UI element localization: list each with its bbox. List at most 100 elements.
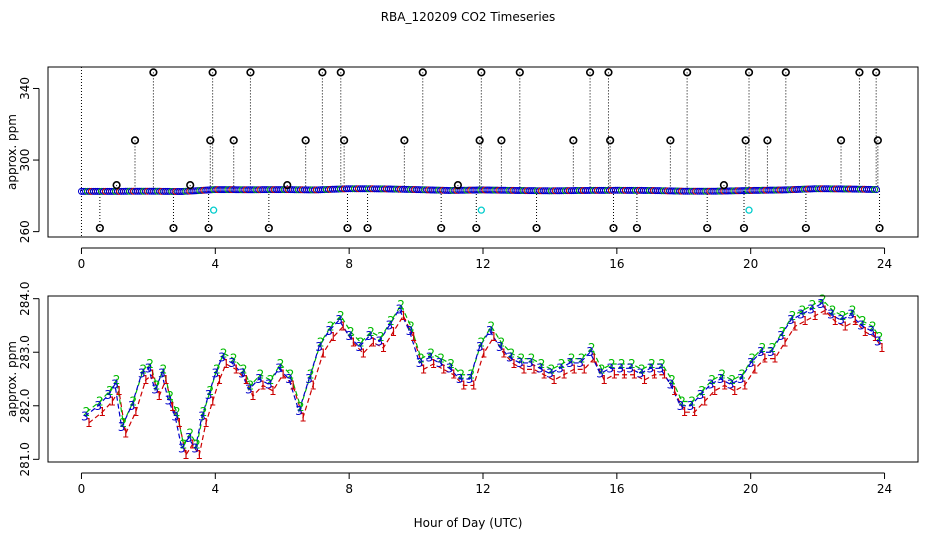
series-marker-3: 3 xyxy=(827,308,835,322)
series-marker-2: 2 xyxy=(769,341,777,355)
top-panel: 0 4 8 12 16 20 24 260 300 340 approx. ppm xyxy=(5,66,919,271)
outlier-point xyxy=(666,136,675,145)
series-marker-1: 1 xyxy=(841,320,849,334)
series-marker-3: 3 xyxy=(446,361,454,375)
series-marker-1: 1 xyxy=(202,416,210,430)
bottom-x-tick-label: 4 xyxy=(211,482,219,496)
series-marker-2: 2 xyxy=(749,352,757,366)
series-marker-1: 1 xyxy=(871,330,879,344)
outlier-point xyxy=(569,136,578,145)
series-marker-2: 2 xyxy=(200,405,208,419)
outlier-point xyxy=(703,223,712,233)
series-marker-1: 1 xyxy=(711,384,719,398)
series-marker-3: 3 xyxy=(616,361,624,375)
series-marker-1: 1 xyxy=(279,368,287,382)
series-line-3 xyxy=(84,303,879,451)
series-marker-2: 2 xyxy=(528,352,536,366)
outlier-point xyxy=(363,223,372,233)
outlier-point xyxy=(400,136,409,145)
series-marker-2: 2 xyxy=(829,303,837,317)
series-marker-2: 2 xyxy=(257,368,265,382)
outlier-point xyxy=(515,68,524,77)
series-marker-3: 3 xyxy=(238,367,246,381)
top-x-tick-label: 12 xyxy=(475,257,490,271)
series-marker-3: 3 xyxy=(138,367,146,381)
bottom-x-tick-label: 8 xyxy=(345,482,353,496)
series-marker-2: 2 xyxy=(407,320,415,334)
series-marker-3: 3 xyxy=(516,356,524,370)
series-marker-1: 1 xyxy=(169,400,177,414)
series-marker-1: 1 xyxy=(620,368,628,382)
series-marker-2: 2 xyxy=(638,362,646,376)
outlier-point xyxy=(343,223,352,233)
series-marker-1: 1 xyxy=(470,378,478,392)
series-marker-3: 3 xyxy=(178,442,186,456)
series-marker-2: 2 xyxy=(718,368,726,382)
bottom-y-axis: 281.0 282.0 283.0 284.0 xyxy=(18,281,40,477)
series-marker-1: 1 xyxy=(661,368,669,382)
series-marker-3: 3 xyxy=(191,442,199,456)
series-marker-2: 2 xyxy=(578,352,586,366)
series-marker-3: 3 xyxy=(807,302,815,316)
series-marker-2: 2 xyxy=(96,394,104,408)
series-marker-2: 2 xyxy=(588,341,596,355)
series-marker-2: 2 xyxy=(628,357,636,371)
series-marker-3: 3 xyxy=(255,372,263,386)
series-marker-3: 3 xyxy=(265,377,273,391)
series-marker-1: 1 xyxy=(560,368,568,382)
series-marker-2: 2 xyxy=(618,357,626,371)
series-marker-2: 2 xyxy=(809,298,817,312)
series-marker-2: 2 xyxy=(668,373,676,387)
series-marker-1: 1 xyxy=(500,346,508,360)
top-x-tick-label: 4 xyxy=(211,257,219,271)
series-marker-2: 2 xyxy=(457,368,465,382)
series-marker-2: 2 xyxy=(140,362,148,376)
outlier-point xyxy=(606,136,615,145)
series-marker-1: 1 xyxy=(600,373,608,387)
outlier-point xyxy=(318,68,327,77)
series-marker-1: 1 xyxy=(691,405,699,419)
series-marker-1: 1 xyxy=(132,405,140,419)
series-marker-1: 1 xyxy=(761,352,769,366)
series-marker-1: 1 xyxy=(410,330,418,344)
outlier-point xyxy=(472,223,481,233)
series-marker-1: 1 xyxy=(721,378,729,392)
series-marker-1: 1 xyxy=(85,416,93,430)
series-marker-3: 3 xyxy=(496,340,504,354)
series-marker-2: 2 xyxy=(658,357,666,371)
top-plot-frame xyxy=(47,66,919,238)
series-marker-2: 2 xyxy=(230,352,238,366)
series-marker-2: 2 xyxy=(538,357,546,371)
series-marker-2: 2 xyxy=(568,352,576,366)
series-marker-3: 3 xyxy=(211,367,219,381)
series-marker-1: 1 xyxy=(771,352,779,366)
series-marker-3: 3 xyxy=(874,335,882,349)
series-marker-3: 3 xyxy=(526,356,534,370)
outlier-point xyxy=(741,136,750,145)
series-marker-1: 1 xyxy=(861,325,869,339)
series-marker-3: 3 xyxy=(857,318,865,332)
outlier-point xyxy=(739,223,749,233)
series-marker-1: 1 xyxy=(182,448,190,462)
series-marker-1: 1 xyxy=(878,341,886,355)
series-marker-2: 2 xyxy=(180,437,188,451)
outlier-point xyxy=(336,68,345,77)
outlier-point xyxy=(283,181,292,190)
series-marker-3: 3 xyxy=(657,361,665,375)
series-marker-1: 1 xyxy=(610,368,618,382)
series-marker-2: 2 xyxy=(437,352,445,366)
outlier-point xyxy=(585,68,595,77)
series-marker-2: 2 xyxy=(759,341,767,355)
x-axis-label: Hour of Day (UTC) xyxy=(414,516,523,530)
series-marker-2: 2 xyxy=(849,303,857,317)
series-marker-1: 1 xyxy=(681,405,689,419)
series-marker-3: 3 xyxy=(165,393,173,407)
series-marker-2: 2 xyxy=(779,325,787,339)
series-marker-1: 1 xyxy=(189,437,197,451)
series-marker-2: 2 xyxy=(387,314,395,328)
series-marker-2: 2 xyxy=(146,357,154,371)
outlier-point xyxy=(497,136,506,145)
series-marker-3: 3 xyxy=(315,340,323,354)
